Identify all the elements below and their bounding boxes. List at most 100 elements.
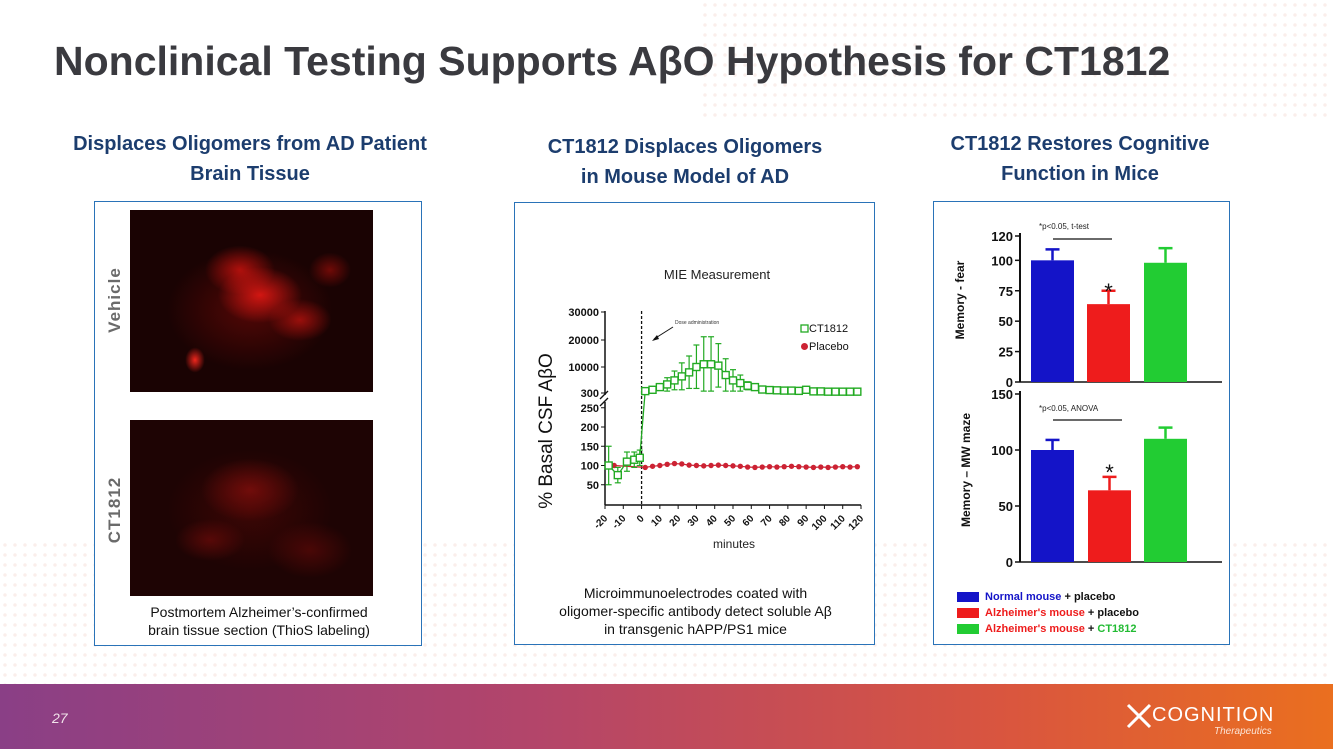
ct1812-point bbox=[670, 376, 679, 385]
ct1812-label-wrap: CT1812 bbox=[65, 477, 165, 543]
mie-y-tick-label: 30000 bbox=[568, 307, 599, 319]
ct1812-point bbox=[743, 381, 752, 390]
ct1812-point bbox=[801, 385, 811, 394]
legend-marker-ct1812 bbox=[800, 324, 809, 333]
placebo-point bbox=[847, 464, 853, 470]
mie-chart: MIE Measurement % Basal CSF AβO minutes … bbox=[536, 267, 866, 551]
legend-ad-placebo-rest: + placebo bbox=[1084, 607, 1139, 619]
placebo-point bbox=[737, 463, 744, 469]
behavior-panel: 0 25 50 75 100 120 * 0 50 100 150 * Memory - fear … bbox=[933, 201, 1230, 645]
legend-row-ad-placebo: Alzheimer's mouse + placebo bbox=[957, 607, 1227, 620]
mie-x-tick-label: 80 bbox=[777, 513, 793, 529]
mie-x-tick-label: 30 bbox=[686, 513, 702, 529]
placebo-point bbox=[679, 461, 685, 467]
bar-y-tick-label: 100 bbox=[991, 443, 1013, 458]
ct1812-point bbox=[772, 386, 782, 395]
right-heading-line1: CT1812 Restores Cognitive bbox=[950, 133, 1210, 155]
mie-x-tick-label: 110 bbox=[829, 513, 848, 532]
ct1812-point bbox=[831, 387, 840, 396]
fear-memory-chart: 0 25 50 75 100 120 * bbox=[991, 229, 1222, 390]
bar bbox=[1144, 438, 1187, 562]
legend-ad-ct1812-rest: + bbox=[1084, 623, 1098, 635]
middle-heading: CT1812 Displaces Oligomers in Mouse Mode… bbox=[500, 132, 870, 192]
legend-row-ad-ct1812: Alzheimer's mouse + CT1812 bbox=[957, 623, 1227, 636]
legend-label-ct1812: CT1812 bbox=[809, 323, 848, 335]
mie-axis-break-mark bbox=[599, 390, 609, 400]
placebo-point bbox=[774, 464, 780, 470]
mie-caption-line1: Microimmunoelectrodes coated with bbox=[583, 585, 808, 601]
placebo-point bbox=[708, 462, 714, 469]
placebo-point bbox=[803, 464, 809, 470]
right-heading-line2: Function in Mice bbox=[1001, 163, 1159, 185]
placebo-point bbox=[642, 464, 648, 471]
behavior-legend: Normal mouse + placebo Alzheimer's mouse… bbox=[957, 591, 1227, 636]
placebo-point bbox=[701, 463, 707, 469]
legend-swatch-ad-ct1812 bbox=[957, 624, 979, 635]
ct1812-point bbox=[613, 470, 623, 480]
placebo-point bbox=[693, 462, 700, 469]
mie-y-tick-label: 50 bbox=[587, 480, 599, 492]
left-heading-line2: Brain Tissue bbox=[190, 163, 310, 185]
mie-chart-xlabel: minutes bbox=[713, 537, 755, 551]
legend-ad-ct1812-tail: CT1812 bbox=[1097, 623, 1137, 635]
ct1812-point bbox=[780, 386, 789, 395]
footer-bar bbox=[0, 684, 1333, 749]
mie-y-tick-label: 200 bbox=[581, 422, 599, 434]
placebo-point bbox=[796, 463, 802, 470]
vehicle-label-wrap: Vehicle bbox=[65, 267, 165, 333]
tissue-caption-line1: Postmortem Alzheimer’s-confirmed bbox=[150, 604, 368, 620]
bar-y-tick-label: 50 bbox=[999, 499, 1013, 514]
placebo-point bbox=[818, 464, 824, 470]
bar bbox=[1031, 450, 1074, 562]
background-dot-pattern-top bbox=[700, 0, 1333, 120]
vehicle-label: Vehicle bbox=[105, 267, 124, 333]
bar-y-tick-label: 150 bbox=[991, 387, 1013, 402]
ct1812-point bbox=[706, 360, 716, 369]
mie-chart-panel: MIE Measurement % Basal CSF AβO minutes … bbox=[514, 202, 875, 645]
mie-x-tick-label: -10 bbox=[610, 513, 628, 531]
ct1812-point bbox=[684, 368, 694, 377]
bar-y-tick-label: 120 bbox=[991, 229, 1013, 244]
ct1812-point bbox=[750, 382, 760, 392]
ct1812-point bbox=[809, 387, 818, 396]
placebo-point bbox=[744, 464, 751, 470]
middle-heading-line2: in Mouse Model of AD bbox=[580, 166, 790, 188]
mie-x-tick-label: 40 bbox=[704, 513, 720, 529]
maze-ylabel: Memory – MW maze bbox=[959, 413, 973, 527]
legend-row-normal: Normal mouse + placebo bbox=[957, 591, 1227, 604]
mie-x-tick-label: 0 bbox=[635, 513, 647, 525]
maze-memory-chart: 0 50 100 150 * bbox=[991, 387, 1222, 570]
placebo-point bbox=[657, 462, 663, 469]
legend-swatch-normal bbox=[957, 592, 979, 603]
tissue-caption: Postmortem Alzheimer’s-confirmed brain t… bbox=[95, 603, 423, 639]
ct1812-point bbox=[662, 380, 672, 389]
placebo-point bbox=[722, 462, 729, 469]
mie-x-tick-label: 60 bbox=[741, 513, 757, 529]
bar-y-tick-label: 100 bbox=[991, 253, 1013, 268]
mie-y-tick-label: 20000 bbox=[568, 335, 599, 347]
placebo-point bbox=[854, 463, 861, 470]
bar-y-tick-label: 75 bbox=[999, 284, 1013, 299]
mie-caption: Microimmunoelectrodes coated with oligom… bbox=[515, 584, 876, 638]
bar bbox=[1088, 490, 1131, 562]
ct1812-point bbox=[721, 370, 730, 380]
legend-marker-placebo bbox=[801, 343, 808, 350]
mie-y-tick-label: 150 bbox=[581, 441, 599, 453]
mie-caption-line2: oligomer-specific antibody detect solubl… bbox=[559, 603, 832, 619]
mie-caption-line3: in transgenic hAPP/PS1 mice bbox=[604, 621, 787, 637]
mie-x-tick-label: -20 bbox=[592, 513, 610, 531]
ct1812-point bbox=[714, 361, 723, 370]
bar-y-tick-label: 0 bbox=[1006, 555, 1013, 570]
placebo-point bbox=[671, 460, 678, 467]
fear-annotation: *p<0.05, t-test bbox=[1039, 222, 1090, 231]
ct1812-point bbox=[758, 385, 767, 394]
brand-name: COGNITION bbox=[1152, 704, 1275, 726]
placebo-point bbox=[730, 463, 736, 469]
mie-legend: CT1812 Placebo bbox=[800, 323, 849, 353]
cognition-logo-icon bbox=[1126, 703, 1152, 729]
middle-heading-line1: CT1812 Displaces Oligomers bbox=[547, 136, 823, 158]
ct1812-point bbox=[604, 461, 613, 470]
placebo-point bbox=[810, 464, 817, 471]
significance-star: * bbox=[1105, 460, 1114, 485]
ct1812-point bbox=[853, 387, 862, 396]
